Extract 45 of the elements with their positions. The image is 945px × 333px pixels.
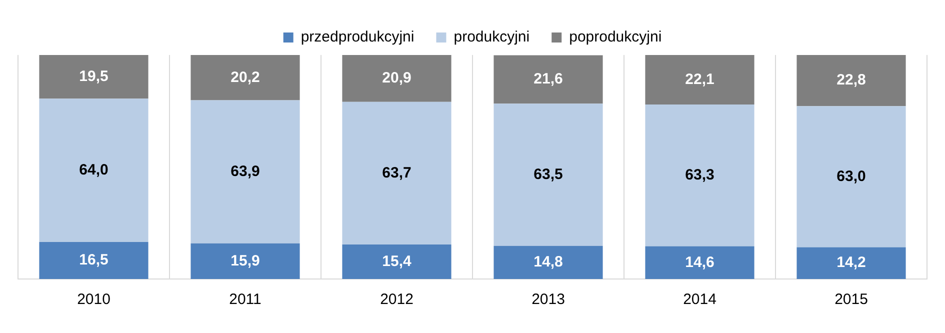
x-tick-label: 2010 — [77, 291, 110, 308]
legend-label: poprodukcyjni — [569, 28, 662, 46]
data-label: 20,2 — [230, 68, 260, 86]
bar — [190, 243, 300, 279]
bar — [796, 106, 906, 248]
bar — [342, 102, 452, 245]
bar — [39, 55, 148, 99]
data-label: 14,6 — [685, 254, 714, 271]
bar — [342, 55, 452, 102]
data-label: 63,9 — [230, 162, 260, 180]
data-label: 64,0 — [79, 162, 108, 178]
bar — [190, 100, 300, 244]
x-tick-label: 2013 — [532, 291, 565, 308]
bar — [796, 55, 906, 106]
x-tick-label: 2014 — [683, 291, 716, 308]
data-label: 22,8 — [836, 72, 866, 89]
bar — [494, 104, 603, 246]
legend-label: przedprodukcyjni — [300, 28, 414, 46]
bar — [39, 242, 148, 279]
data-label: 15,4 — [382, 252, 412, 270]
bar — [796, 247, 906, 279]
bar — [645, 246, 754, 279]
data-label: 14,2 — [836, 254, 866, 272]
data-label: 20,9 — [382, 70, 412, 87]
bar — [645, 55, 754, 105]
bar — [342, 244, 452, 279]
bar — [494, 246, 603, 279]
x-tick-label: 2012 — [380, 291, 414, 308]
data-label: 63,5 — [534, 166, 563, 183]
bar — [190, 55, 300, 100]
bar — [645, 104, 754, 246]
data-label: 63,7 — [382, 164, 412, 182]
data-label: 16,5 — [79, 252, 108, 269]
x-tick-label: 2015 — [834, 291, 868, 308]
data-label: 19,5 — [79, 68, 108, 85]
bar — [39, 98, 148, 242]
legend-label: produkcyjni — [454, 28, 530, 46]
x-tick-label: 2011 — [229, 291, 262, 308]
data-label: 15,9 — [230, 252, 260, 270]
data-label: 63,3 — [685, 166, 714, 184]
data-label: 14,8 — [534, 254, 563, 271]
data-label: 63,0 — [836, 168, 866, 185]
bar — [494, 55, 603, 104]
data-label: 21,6 — [534, 70, 563, 88]
data-label: 22,1 — [685, 70, 714, 88]
